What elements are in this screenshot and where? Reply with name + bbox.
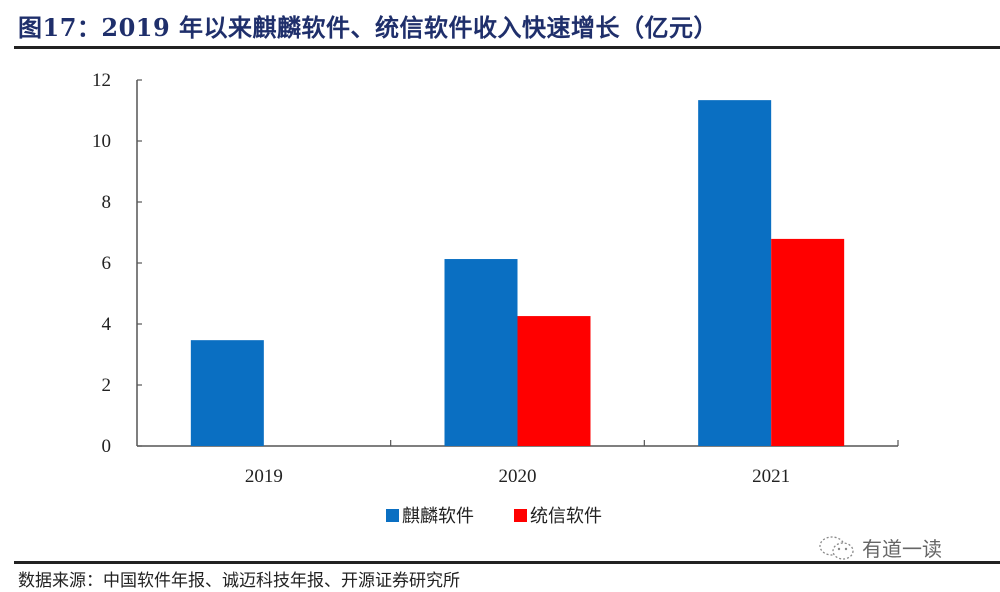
wechat-icon [819,535,854,560]
x-tick-label: 2020 [499,466,537,487]
watermark-text: 有道一读 [862,537,942,561]
legend-label: 麒麟软件 [402,506,474,527]
y-tick-label: 0 [102,436,112,457]
bars [190,100,845,446]
y-tick-label: 10 [92,131,111,152]
legend-swatch [514,509,527,522]
bar-2019-0 [190,340,264,446]
y-tick-label: 8 [102,192,112,213]
x-axis: 2019 2020 2021 [137,440,899,487]
legend: 麒麟软件 统信软件 [386,506,602,527]
y-tick-label: 6 [102,253,112,274]
bar-2021-1 [771,238,845,446]
bar-2021-0 [698,100,772,446]
legend-label: 统信软件 [530,506,602,527]
x-tick-label: 2021 [752,466,790,487]
y-tick-label: 2 [102,375,112,396]
y-axis: 0 2 4 6 8 10 12 [92,70,142,457]
chart-title: 图17：2019 年以来麒麟软件、统信软件收入快速增长（亿元） [18,13,719,42]
watermark: 有道一读 [818,533,942,562]
x-tick-label: 2019 [245,466,283,487]
bar-2020-1 [517,316,591,446]
title-divider [14,46,1000,49]
footer-divider [14,561,1000,564]
data-source-note: 数据来源：中国软件年报、诚迈科技年报、开源证券研究所 [18,571,460,591]
legend-swatch [386,509,399,522]
bar-2020-0 [444,259,518,446]
y-tick-label: 4 [102,314,112,335]
y-tick-label: 12 [92,70,111,91]
bar-chart: 0 2 4 6 8 10 12 2019 2020 2021 麒麟软件 统信软件 [92,70,899,527]
